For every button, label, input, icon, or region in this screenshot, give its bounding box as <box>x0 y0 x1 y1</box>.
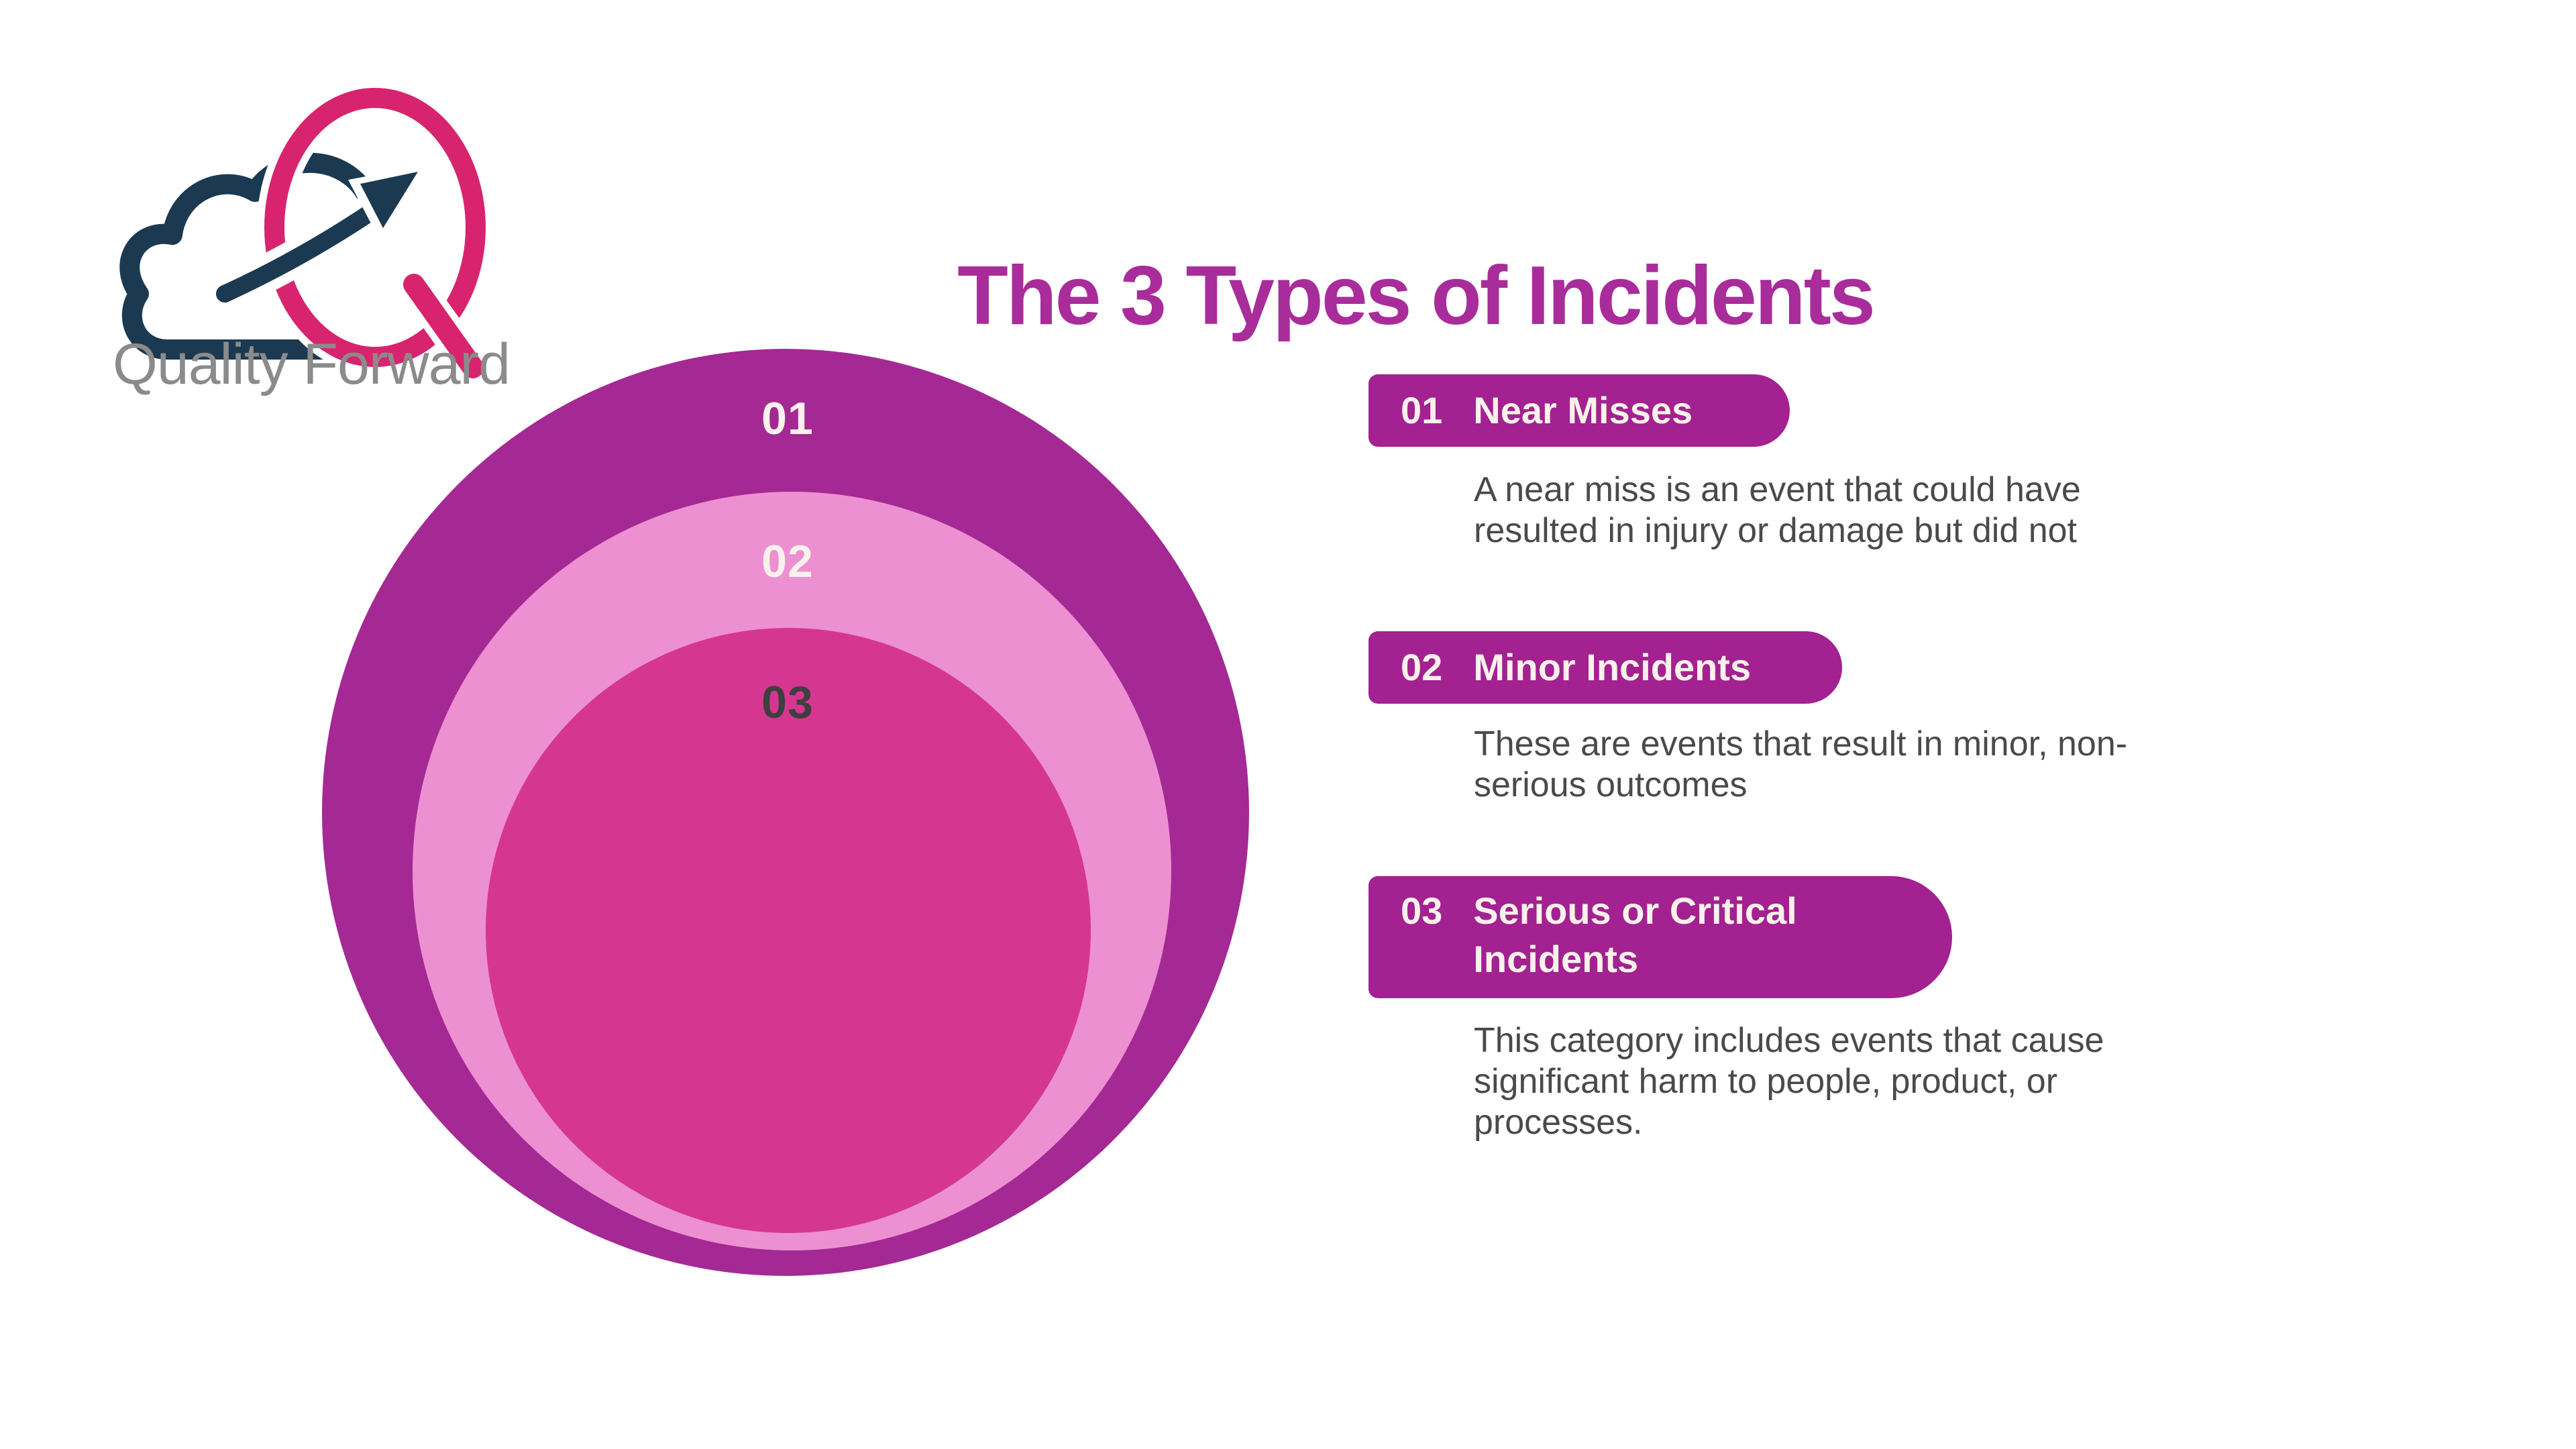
section-badge-near-misses: 01 Near Misses <box>1368 374 1790 447</box>
section-description-minor-incidents: These are events that result in minor, n… <box>1474 724 2128 804</box>
logo-wordmark: Quality Forward <box>113 332 511 396</box>
section-badge-serious-incidents: 03 Serious or Critical Incidents <box>1368 876 1952 998</box>
section-title: Serious or Critical Incidents <box>1473 890 1797 980</box>
ring-label-02: 02 <box>761 536 814 587</box>
section-number: 03 <box>1401 890 1443 932</box>
quality-forward-logo-icon <box>119 86 486 381</box>
ring-label-01: 01 <box>761 393 814 444</box>
section-number: 02 <box>1401 646 1443 688</box>
section-number: 01 <box>1401 389 1443 431</box>
section-badge-minor-incidents: 02 Minor Incidents <box>1368 631 1842 704</box>
page-title: The 3 Types of Incidents <box>957 250 1876 343</box>
section-description-near-misses: A near miss is an event that could have … <box>1474 470 2081 550</box>
section-title: Near Misses <box>1473 389 1693 431</box>
ring-serious-incidents <box>486 628 1091 1233</box>
section-description-serious-incidents: This category includes events that cause… <box>1474 1021 2104 1142</box>
section-title: Minor Incidents <box>1473 646 1752 688</box>
ring-label-03: 03 <box>761 677 814 728</box>
